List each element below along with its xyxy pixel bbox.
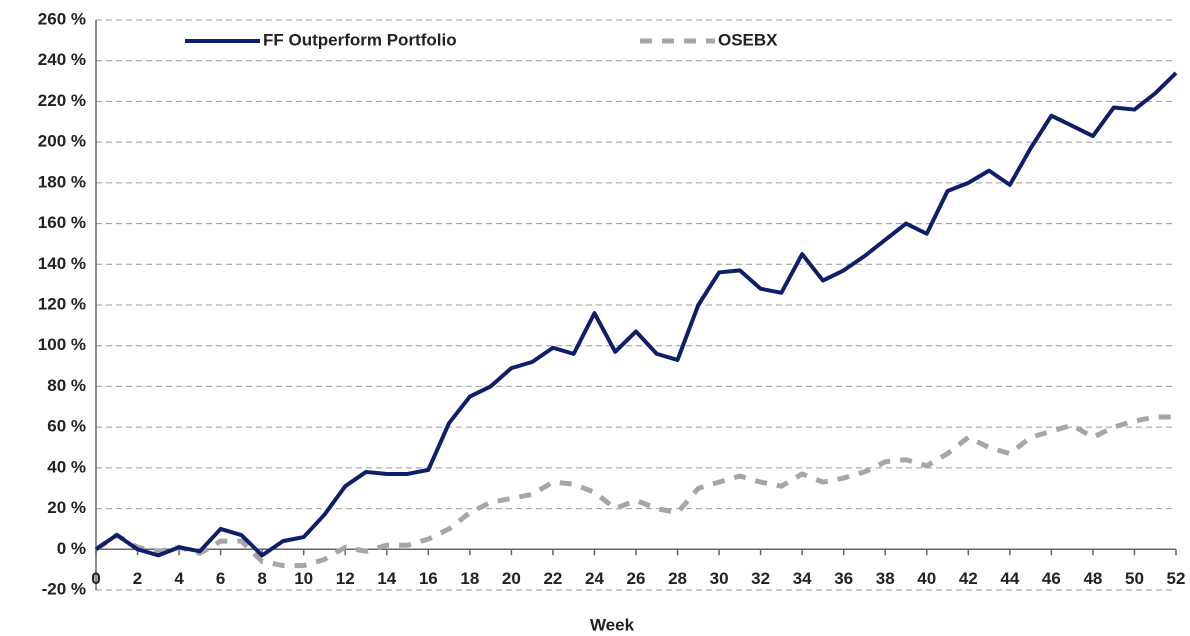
x-tick-label: 20 xyxy=(502,569,521,588)
x-tick-label: 46 xyxy=(1042,569,1061,588)
y-tick-label: 240 % xyxy=(38,50,86,69)
x-tick-label: 38 xyxy=(876,569,895,588)
y-tick-label: 140 % xyxy=(38,254,86,273)
legend-label: FF Outperform Portfolio xyxy=(263,30,457,49)
x-tick-label: 28 xyxy=(668,569,687,588)
x-tick-label: 42 xyxy=(959,569,978,588)
y-tick-label: 40 % xyxy=(47,457,86,476)
legend-label: OSEBX xyxy=(718,30,778,49)
x-tick-label: 34 xyxy=(793,569,812,588)
x-tick-label: 14 xyxy=(377,569,396,588)
x-tick-label: 16 xyxy=(419,569,438,588)
y-tick-label: 120 % xyxy=(38,294,86,313)
x-tick-label: 2 xyxy=(133,569,142,588)
series-line xyxy=(94,414,1176,569)
x-tick-label: 12 xyxy=(336,569,355,588)
x-tick-label: 26 xyxy=(627,569,646,588)
x-tick-label: 10 xyxy=(294,569,313,588)
y-tick-label: 60 % xyxy=(47,417,86,436)
y-tick-label: 100 % xyxy=(38,335,86,354)
series-line xyxy=(94,71,1178,558)
y-tick-label: 0 % xyxy=(57,539,86,558)
y-tick-label: 20 % xyxy=(47,498,86,517)
x-tick-label: 36 xyxy=(834,569,853,588)
x-tick-label: 24 xyxy=(585,569,604,588)
x-tick-label: 8 xyxy=(257,569,266,588)
x-tick-label: 6 xyxy=(216,569,225,588)
y-tick-label: 260 % xyxy=(38,9,86,28)
x-tick-label: 0 xyxy=(91,569,100,588)
x-tick-label: 52 xyxy=(1167,569,1186,588)
y-tick-label: 80 % xyxy=(47,376,86,395)
y-tick-label: 180 % xyxy=(38,172,86,191)
x-tick-label: 22 xyxy=(543,569,562,588)
y-tick-label: 200 % xyxy=(38,132,86,151)
x-tick-label: 32 xyxy=(751,569,770,588)
x-tick-label: 48 xyxy=(1083,569,1102,588)
y-tick-label: 160 % xyxy=(38,213,86,232)
x-tick-label: 18 xyxy=(460,569,479,588)
x-axis-label: Week xyxy=(590,615,635,634)
x-tick-label: 40 xyxy=(917,569,936,588)
x-tick-label: 4 xyxy=(174,569,184,588)
x-tick-label: 44 xyxy=(1000,569,1019,588)
x-tick-label: 50 xyxy=(1125,569,1144,588)
y-tick-label: -20 % xyxy=(42,579,86,598)
y-tick-label: 220 % xyxy=(38,91,86,110)
x-tick-label: 30 xyxy=(710,569,729,588)
